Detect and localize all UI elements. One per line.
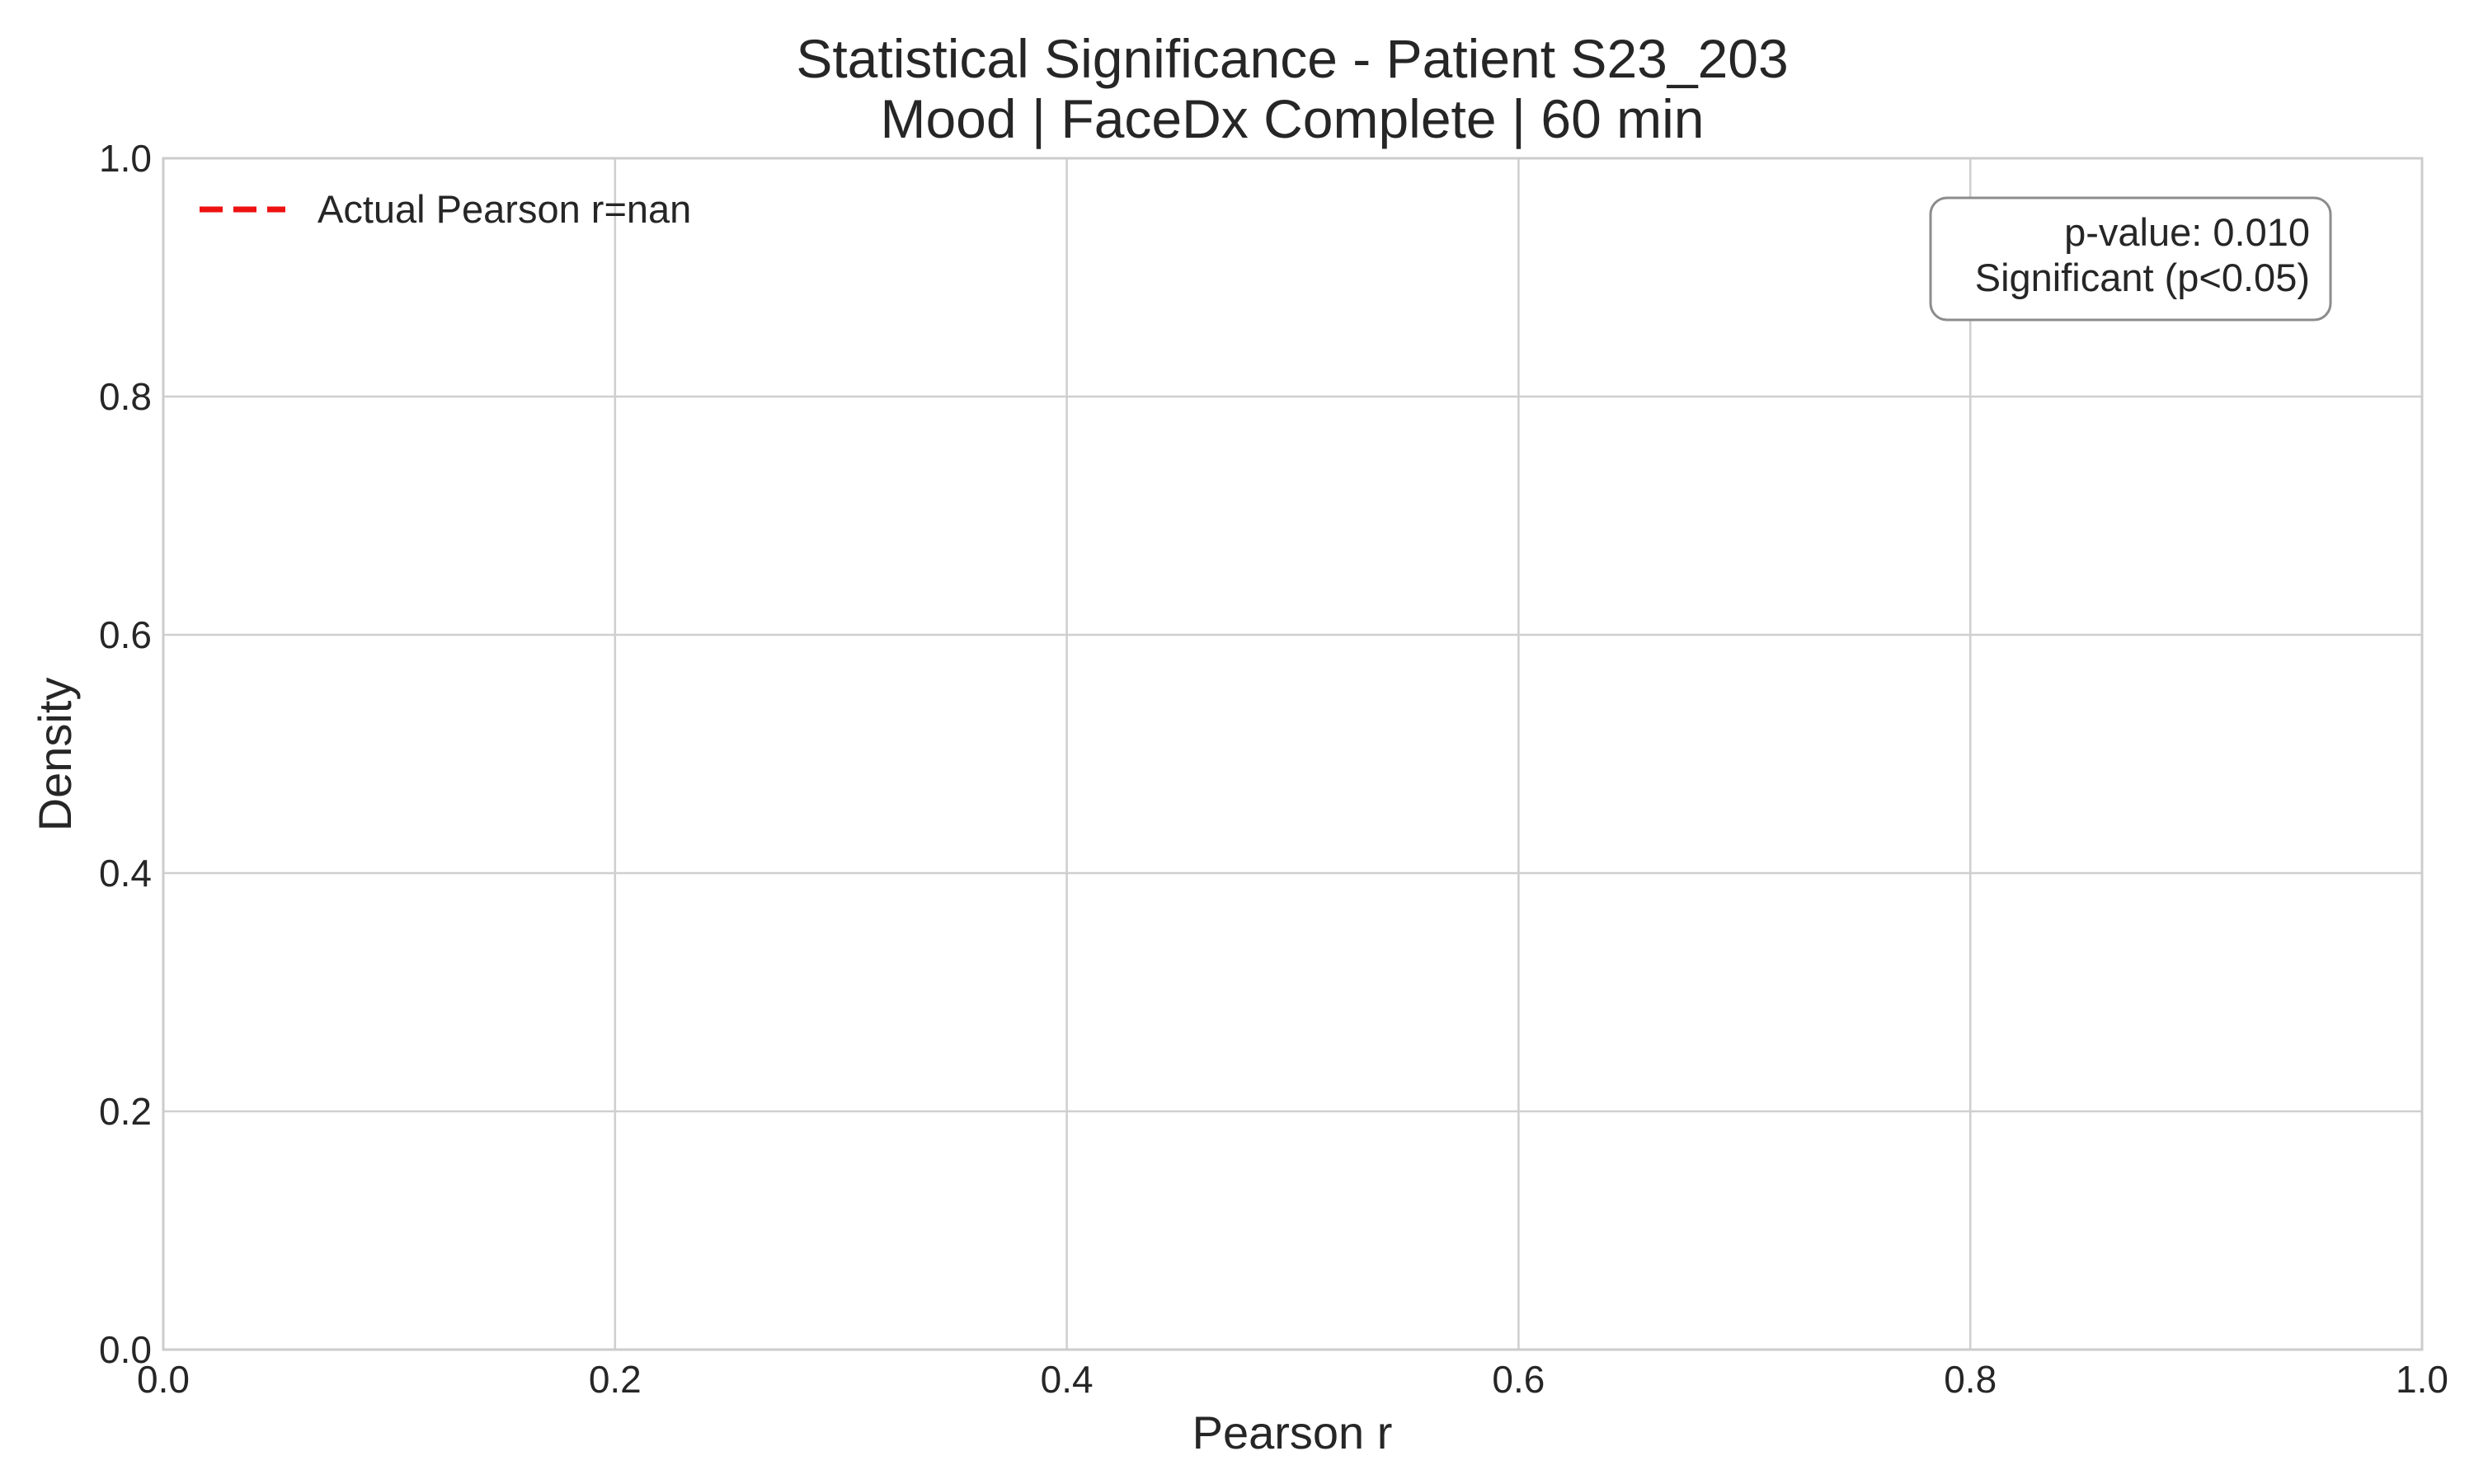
y-tick-label: 0.2: [99, 1090, 152, 1133]
y-tick-label: 1.0: [99, 137, 152, 180]
x-tick-label: 0.8: [1944, 1358, 1997, 1401]
plot-background: [163, 158, 2422, 1350]
x-tick-label: 1.0: [2396, 1358, 2448, 1401]
x-tick-label: 0.2: [589, 1358, 642, 1401]
y-tick-labels: 0.0 0.2 0.4 0.6 0.8 1.0: [99, 137, 152, 1371]
y-tick-label: 0.4: [99, 852, 152, 895]
annotation-box: [1929, 196, 2332, 322]
annotation-significance: Significant (p<0.05): [1975, 256, 2310, 299]
x-tick-label: 0.6: [1492, 1358, 1545, 1401]
x-tick-labels: 0.0 0.2 0.4 0.6 0.8 1.0: [137, 1358, 2448, 1401]
chart-subtitle: Mood | FaceDx Complete | 60 min: [880, 88, 1704, 149]
legend: Actual Pearson r=nan: [200, 187, 691, 231]
x-axis-label: Pearson r: [1192, 1407, 1393, 1458]
y-tick-label: 0.6: [99, 613, 152, 656]
plot-area: [162, 157, 2424, 1351]
x-tick-label: 0.0: [137, 1358, 190, 1401]
annotation-p-value: p-value: 0.010: [2064, 210, 2310, 254]
plot-frame: [162, 157, 2424, 1351]
x-tick-label: 0.4: [1041, 1358, 1094, 1401]
chart-title: Statistical Significance - Patient S23_2…: [796, 28, 1788, 89]
p-value-annotation: p-value: 0.010 Significant (p<0.05): [1929, 196, 2332, 322]
y-tick-label: 0.0: [99, 1328, 152, 1371]
y-tick-label: 0.8: [99, 375, 152, 418]
legend-label-actual-pearson: Actual Pearson r=nan: [317, 187, 691, 231]
y-gridlines: [163, 395, 2422, 1113]
x-gridlines: [614, 158, 1972, 1350]
y-axis-label: Density: [29, 678, 81, 832]
